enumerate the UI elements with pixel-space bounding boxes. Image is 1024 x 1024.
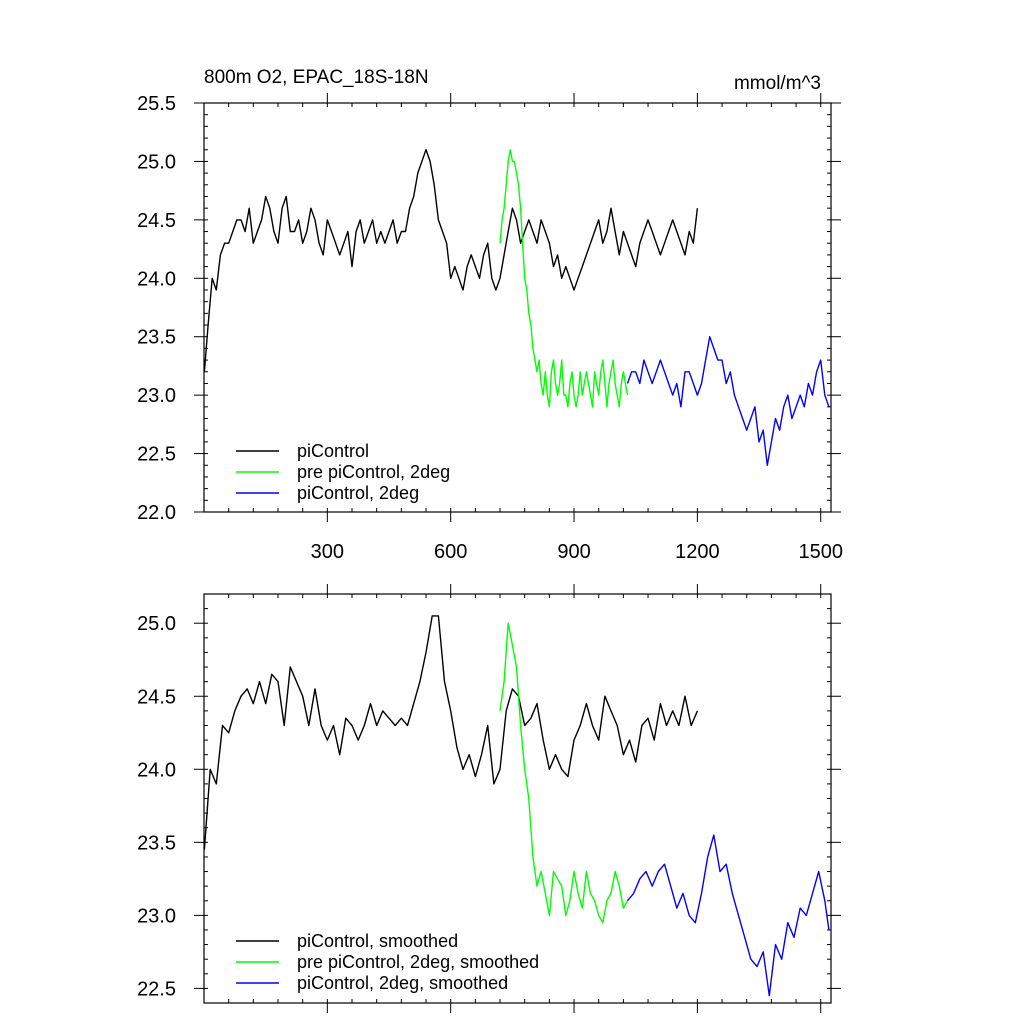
units-label: mmol/m^3 bbox=[734, 73, 821, 94]
y-tick-label: 25.0 bbox=[137, 151, 176, 173]
y-tick-label: 22.5 bbox=[137, 978, 176, 1000]
x-tick-label: 1500 bbox=[798, 541, 843, 563]
legend-label: piControl, 2deg, smoothed bbox=[297, 973, 508, 993]
x-tick-label: 600 bbox=[434, 541, 467, 563]
series-line-0 bbox=[204, 615, 699, 850]
y-tick-label: 23.0 bbox=[137, 385, 176, 407]
x-tick-label: 900 bbox=[557, 541, 590, 563]
x-tick-label: 1200 bbox=[675, 541, 720, 563]
y-tick-label: 24.0 bbox=[137, 268, 176, 290]
plot-frame bbox=[203, 102, 832, 513]
y-tick-label: 25.0 bbox=[137, 613, 176, 635]
bottom-panel: 22.5 23.0 23.5 24.0 24.5 25.0 piControl, smoot… bbox=[137, 584, 841, 1013]
series-line-1 bbox=[499, 622, 629, 924]
legend-label: piControl, 2deg bbox=[297, 483, 419, 503]
y-tick-label: 24.5 bbox=[137, 686, 176, 708]
top-panel: 300 600 900 1200 1500 22.0 22.5 23.0 23.5 24.0 24.… bbox=[137, 67, 843, 563]
x-tick-label: 300 bbox=[311, 541, 344, 563]
y-tick-label: 24.0 bbox=[137, 759, 176, 781]
y-tick-label: 22.5 bbox=[137, 444, 176, 466]
y-tick-label: 24.5 bbox=[137, 210, 176, 232]
legend-label: pre piControl, 2deg bbox=[297, 462, 450, 482]
series-line-2 bbox=[626, 834, 830, 997]
legend-label: piControl bbox=[297, 441, 369, 461]
legend-label: piControl, smoothed bbox=[297, 931, 458, 951]
y-tick-label: 23.5 bbox=[137, 327, 176, 349]
y-tick-label: 25.5 bbox=[137, 93, 176, 115]
series-line-0 bbox=[204, 148, 699, 372]
y-tick-label: 22.0 bbox=[137, 502, 176, 524]
series-line-1 bbox=[499, 148, 629, 408]
chart-title: 800m O2, EPAC_18S-18N bbox=[204, 67, 429, 88]
y-tick-label: 23.0 bbox=[137, 905, 176, 927]
y-tick-label: 23.5 bbox=[137, 832, 176, 854]
series-line-2 bbox=[626, 336, 830, 466]
legend-label: pre piControl, 2deg, smoothed bbox=[297, 952, 539, 972]
